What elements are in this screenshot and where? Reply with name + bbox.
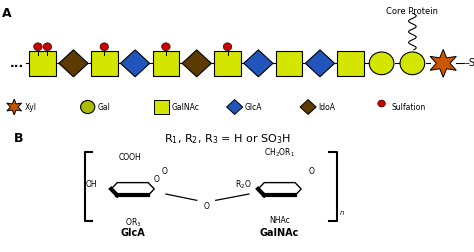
Polygon shape	[182, 50, 211, 77]
Polygon shape	[337, 51, 364, 76]
Polygon shape	[29, 51, 56, 76]
Circle shape	[223, 43, 232, 51]
Polygon shape	[244, 50, 273, 77]
Text: R$_2$O: R$_2$O	[235, 179, 251, 191]
Polygon shape	[214, 51, 241, 76]
Circle shape	[100, 43, 109, 51]
Circle shape	[81, 101, 95, 114]
Polygon shape	[305, 50, 335, 77]
Text: B: B	[14, 132, 24, 145]
Polygon shape	[300, 100, 316, 114]
Text: R$_1$, R$_2$, R$_3$ = H or SO$_3$H: R$_1$, R$_2$, R$_3$ = H or SO$_3$H	[164, 132, 291, 146]
Polygon shape	[430, 49, 456, 77]
Text: O: O	[162, 167, 168, 176]
Polygon shape	[7, 99, 22, 115]
Text: O: O	[309, 167, 315, 176]
Polygon shape	[276, 51, 302, 76]
Polygon shape	[154, 100, 169, 114]
Circle shape	[34, 43, 42, 51]
Text: GlcA: GlcA	[120, 228, 145, 238]
Circle shape	[400, 52, 425, 75]
Text: OH: OH	[85, 180, 97, 189]
Text: GlcA: GlcA	[245, 103, 263, 112]
Text: GalNAc: GalNAc	[260, 228, 300, 238]
Text: ...: ...	[9, 57, 24, 70]
Text: Xyl: Xyl	[25, 103, 36, 112]
Polygon shape	[120, 50, 150, 77]
Text: GalNAc: GalNAc	[172, 103, 200, 112]
Text: COOH: COOH	[119, 153, 142, 162]
Polygon shape	[59, 50, 88, 77]
Circle shape	[369, 52, 394, 75]
Circle shape	[43, 43, 52, 51]
Text: IdoA: IdoA	[319, 103, 336, 112]
Text: O: O	[203, 202, 209, 211]
Text: A: A	[2, 7, 12, 20]
Polygon shape	[227, 100, 243, 114]
Polygon shape	[153, 51, 179, 76]
Text: NHAc: NHAc	[269, 216, 290, 225]
Text: –Ser: –Ser	[464, 58, 474, 68]
Text: $_n$: $_n$	[339, 208, 345, 218]
Text: OR$_3$: OR$_3$	[125, 216, 141, 229]
Text: CH$_2$OR$_1$: CH$_2$OR$_1$	[264, 146, 295, 159]
Polygon shape	[91, 51, 118, 76]
Text: O: O	[154, 175, 159, 184]
Text: Gal: Gal	[98, 103, 111, 112]
Text: Sulfation: Sulfation	[392, 103, 426, 112]
Text: Core Protein: Core Protein	[386, 7, 438, 16]
Circle shape	[378, 100, 385, 107]
Circle shape	[162, 43, 170, 51]
